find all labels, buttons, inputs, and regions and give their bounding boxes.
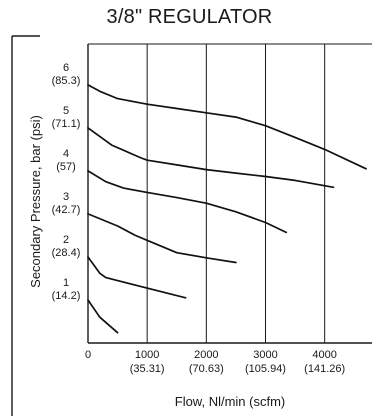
y-tick-sublabel: (71.1) — [52, 118, 81, 130]
y-tick-label: 2 — [63, 234, 69, 246]
y-tick-label: 6 — [63, 62, 69, 74]
y-tick-label: 3 — [63, 191, 69, 203]
series-line-4 — [87, 170, 288, 234]
series-line-6 — [87, 84, 367, 170]
x-tick-sublabel: (105.94) — [245, 363, 286, 375]
series-line-3 — [87, 213, 237, 264]
x-tick-label: 0 — [85, 349, 91, 361]
x-tick-label: 1000 — [135, 349, 159, 361]
series-line-5 — [87, 127, 335, 189]
y-tick-sublabel: (28.4) — [52, 247, 81, 259]
x-tick-sublabel: (35.31) — [130, 363, 165, 375]
x-tick-label: 4000 — [312, 349, 336, 361]
x-tick-sublabel: (141.26) — [304, 363, 345, 375]
x-tick-label: 3000 — [253, 349, 277, 361]
x-tick-sublabel: (70.63) — [189, 363, 224, 375]
x-axis-title: Flow, Nl/min (scfm) — [175, 394, 286, 409]
y-tick-label: 5 — [63, 105, 69, 117]
y-tick-sublabel: (14.2) — [52, 290, 81, 302]
y-tick-sublabel: (57) — [56, 161, 76, 173]
y-tick-sublabel: (85.3) — [52, 75, 81, 87]
y-tick-sublabel: (42.7) — [52, 204, 81, 216]
y-tick-label: 4 — [63, 148, 69, 160]
series-line-2 — [87, 256, 187, 299]
chart-title: 3/8" REGULATOR — [106, 6, 273, 28]
series-line-1 — [87, 299, 119, 334]
x-tick-label: 2000 — [194, 349, 218, 361]
y-tick-label: 1 — [63, 277, 69, 289]
y-axis-title: Secondary Pressure, bar (psi) — [28, 115, 43, 288]
